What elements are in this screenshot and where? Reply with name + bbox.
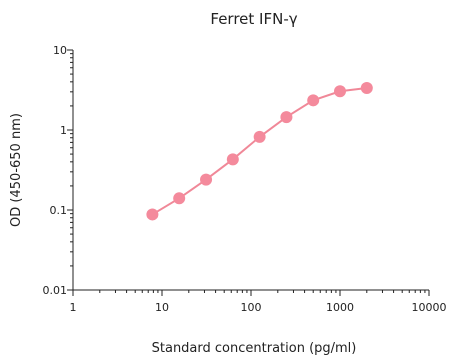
y-tick-label: 0.01 [43,284,68,297]
x-tick-label: 10 [155,301,169,314]
y-tick-label: 0.1 [50,204,68,217]
y-tick-label: 10 [53,44,67,57]
x-tick-label: 1 [70,301,77,314]
data-point [146,208,159,221]
series-line [151,87,367,216]
x-tick-label: 1000 [326,301,354,314]
series-layer [146,81,373,221]
y-axis-label: OD (450-650 nm) [9,113,24,227]
data-point [200,173,213,186]
data-point [334,85,346,98]
data-point [253,130,266,143]
data-point [226,153,239,166]
data-point [173,192,186,205]
axes: 1 10 100 1000 10000 0.01 0.1 1 10 [43,44,447,314]
x-tick-label: 10000 [412,301,447,314]
x-axis-label: Standard concentration (pg/ml) [152,341,357,356]
data-point [360,81,373,94]
chart-title: Ferret IFN-γ [210,10,297,28]
data-point [280,111,293,124]
y-tick-label: 1 [60,124,67,137]
x-tick-label: 100 [241,301,262,314]
data-point [307,94,320,107]
